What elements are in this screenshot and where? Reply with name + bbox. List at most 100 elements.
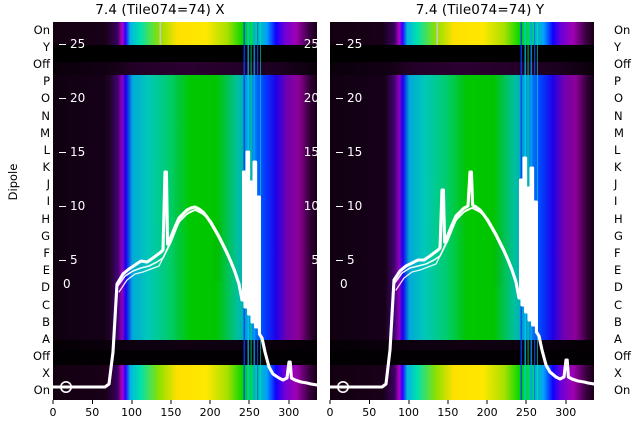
ytick-left-25: 25: [59, 38, 85, 50]
dipole-label-left-16: C: [41, 297, 50, 312]
ytick-dash: [59, 151, 66, 154]
dipole-label-right-14: E: [614, 263, 622, 278]
tick-label: 150: [437, 406, 459, 419]
xtick-right-50: 50: [362, 400, 376, 419]
ytick-dash: [336, 259, 343, 262]
tick-label: 100: [121, 406, 143, 419]
x-axis-right: 0 50 100 150 200 250 300: [326, 400, 594, 440]
tick-mark: [91, 400, 93, 404]
dipole-label-left-13: F: [43, 245, 50, 260]
dipole-label-left-5: N: [41, 108, 50, 123]
tick-mark: [368, 400, 370, 404]
dipole-label-right-10: I: [614, 194, 618, 209]
xtick-right-100: 100: [398, 400, 419, 419]
tick-mark: [447, 400, 449, 404]
dipole-label-right-7: L: [614, 142, 621, 157]
xtick-left-100: 100: [121, 400, 142, 419]
panel-title-y: 7.4 (Tile074=74) Y: [415, 2, 545, 18]
ytick-right-5: 5: [311, 253, 317, 267]
dipole-label-left-15: D: [41, 280, 50, 295]
dipole-label-right-19: Off: [614, 349, 631, 364]
dipole-label-right-8: K: [614, 160, 622, 175]
panel-title-x: 7.4 (Tile074=74) X: [95, 2, 225, 18]
dipole-label-left-4: O: [40, 91, 50, 106]
waterfall-plot-y[interactable]: 25 20 15 10 5 0: [330, 22, 594, 400]
tick-label: 250: [515, 406, 537, 419]
tick-label: 0: [326, 406, 334, 419]
tick-label: 50: [85, 406, 100, 419]
tick-label: 0: [49, 406, 57, 419]
x-axis-left: 0 50 100 150 200 250 300: [49, 400, 317, 440]
dipole-label-right-20: X: [614, 366, 622, 381]
dipole-label-left-6: M: [40, 125, 50, 140]
tick-mark: [525, 400, 527, 404]
dipole-label-left-7: L: [43, 142, 50, 157]
panel-y-polarization: 7.4 (Tile074=74) Y: [320, 0, 640, 440]
ytick-right-20: 20: [303, 91, 317, 105]
dipole-label-right-16: C: [614, 297, 623, 312]
dipole-label-left-1: Y: [42, 39, 50, 54]
ytick-right-panel-0: 0: [340, 277, 348, 291]
xtick-left-200: 200: [200, 400, 221, 419]
ytick-left-5: 5: [59, 254, 78, 266]
dipole-label-left-9: J: [46, 177, 50, 192]
ytick-dash: [336, 43, 343, 46]
dipole-label-right-11: H: [614, 211, 623, 226]
dipole-label-left-14: E: [42, 263, 50, 278]
ytick-dash: [59, 259, 66, 262]
dipole-label-right-4: O: [614, 91, 624, 106]
ytick-right-panel-25: 25: [336, 38, 362, 50]
xtick-right-300: 300: [555, 400, 576, 419]
ytick-dash: [59, 97, 66, 100]
tick-mark: [209, 400, 211, 404]
tick-label: 150: [160, 406, 182, 419]
ytick-right-15: 15: [303, 145, 317, 159]
dipole-label-right-0: On: [614, 22, 631, 37]
dipole-axis-left: On Y Off P O N M L K J I H G F E D C B A Off X On: [16, 22, 50, 400]
dipole-label-right-3: P: [614, 74, 621, 89]
dipole-label-left-8: K: [42, 160, 50, 175]
ytick-left-15: 15: [59, 146, 85, 158]
dipole-label-right-5: N: [614, 108, 623, 123]
heatmap-x-render: [53, 22, 317, 400]
ytick-right-panel-20: 20: [336, 92, 362, 104]
tick-label: 300: [555, 406, 577, 419]
dipole-label-right-1: Y: [614, 39, 622, 54]
tick-label: 200: [476, 406, 498, 419]
tick-label: 100: [398, 406, 420, 419]
dipole-label-left-18: A: [42, 331, 50, 346]
waterfall-plot-x[interactable]: 25 20 15 10 5 0 25 20 15 10 5: [53, 22, 317, 400]
dipole-label-right-9: J: [614, 177, 618, 192]
dipole-label-right-12: G: [614, 228, 623, 243]
dipole-label-left-2: Off: [33, 56, 50, 71]
dipole-label-left-12: G: [41, 228, 50, 243]
tick-mark: [408, 400, 410, 404]
tick-mark: [248, 400, 250, 404]
xtick-left-150: 150: [160, 400, 181, 419]
ytick-left-0: 0: [63, 277, 71, 291]
xtick-right-150: 150: [437, 400, 458, 419]
dipole-axis-right: On Y Off P O N M L K J I H G F E D C B A Off X On: [614, 22, 640, 400]
dipole-label-right-17: B: [614, 314, 622, 329]
ytick-right-panel-5: 5: [336, 254, 355, 266]
tick-label: 50: [362, 406, 377, 419]
tick-label: 300: [278, 406, 300, 419]
dipole-label-left-3: P: [43, 74, 50, 89]
tick-mark: [329, 400, 331, 404]
dipole-label-left-11: H: [41, 211, 50, 226]
ytick-right-panel-15: 15: [336, 146, 362, 158]
ytick-right-25: 25: [303, 37, 317, 51]
tick-mark: [486, 400, 488, 404]
tick-mark: [565, 400, 567, 404]
xtick-left-300: 300: [278, 400, 299, 419]
tick-label: 200: [199, 406, 221, 419]
tick-mark: [170, 400, 172, 404]
ytick-dash: [336, 205, 343, 208]
axis-label-dipole: Dipole: [6, 163, 20, 201]
dipole-label-left-17: B: [42, 314, 50, 329]
heatmap-y-render: [330, 22, 594, 400]
xtick-left-250: 250: [239, 400, 260, 419]
ytick-right-panel-10: 10: [336, 200, 362, 212]
tick-mark: [131, 400, 133, 404]
